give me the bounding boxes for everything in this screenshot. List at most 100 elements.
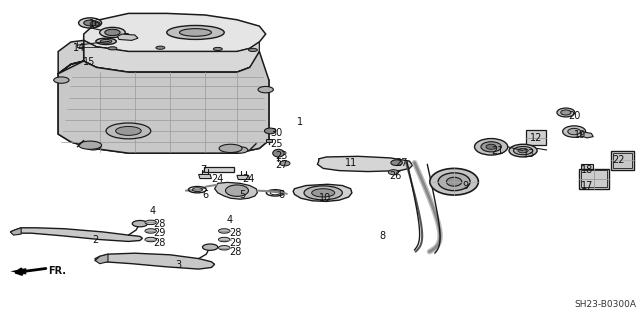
Text: 30: 30 bbox=[271, 129, 283, 138]
Text: 13: 13 bbox=[524, 149, 536, 159]
Ellipse shape bbox=[509, 144, 537, 157]
Text: 3: 3 bbox=[175, 260, 181, 270]
Ellipse shape bbox=[105, 29, 120, 36]
Polygon shape bbox=[10, 228, 143, 241]
Ellipse shape bbox=[79, 141, 102, 149]
Polygon shape bbox=[237, 175, 250, 180]
Ellipse shape bbox=[108, 47, 117, 50]
Bar bbox=[580, 170, 607, 188]
Ellipse shape bbox=[391, 160, 403, 166]
Bar bbox=[579, 169, 609, 189]
Ellipse shape bbox=[280, 161, 290, 166]
Ellipse shape bbox=[264, 128, 276, 134]
Text: 6: 6 bbox=[278, 190, 285, 200]
Text: 28: 28 bbox=[153, 219, 165, 229]
Ellipse shape bbox=[248, 48, 257, 51]
Text: 27: 27 bbox=[275, 160, 288, 170]
Text: 22: 22 bbox=[612, 155, 625, 165]
Ellipse shape bbox=[79, 18, 102, 28]
Ellipse shape bbox=[100, 27, 125, 38]
Ellipse shape bbox=[388, 170, 399, 175]
Ellipse shape bbox=[304, 186, 342, 200]
Text: 28: 28 bbox=[230, 247, 242, 257]
Text: 16: 16 bbox=[89, 19, 101, 29]
Ellipse shape bbox=[84, 20, 97, 26]
Text: 25: 25 bbox=[270, 139, 283, 149]
Text: 28: 28 bbox=[230, 228, 242, 238]
Ellipse shape bbox=[116, 126, 141, 135]
Ellipse shape bbox=[100, 40, 112, 43]
Text: 19: 19 bbox=[575, 130, 587, 140]
Ellipse shape bbox=[106, 123, 151, 139]
Text: 2: 2 bbox=[92, 234, 99, 245]
Polygon shape bbox=[580, 131, 593, 138]
Text: 27: 27 bbox=[396, 158, 408, 168]
Polygon shape bbox=[10, 228, 21, 235]
Text: 7: 7 bbox=[201, 165, 207, 175]
Ellipse shape bbox=[563, 126, 586, 137]
Ellipse shape bbox=[430, 168, 478, 195]
Polygon shape bbox=[84, 41, 259, 72]
Ellipse shape bbox=[156, 46, 165, 49]
Ellipse shape bbox=[132, 220, 148, 227]
Polygon shape bbox=[198, 174, 211, 179]
Ellipse shape bbox=[474, 138, 508, 155]
Ellipse shape bbox=[438, 173, 470, 191]
Ellipse shape bbox=[86, 144, 101, 150]
Ellipse shape bbox=[54, 77, 69, 83]
Text: 23: 23 bbox=[275, 151, 288, 161]
Ellipse shape bbox=[225, 185, 248, 196]
Bar bbox=[611, 151, 634, 170]
Polygon shape bbox=[293, 184, 352, 201]
Text: 20: 20 bbox=[568, 111, 580, 121]
Polygon shape bbox=[317, 156, 413, 172]
Ellipse shape bbox=[561, 110, 571, 115]
Ellipse shape bbox=[145, 229, 157, 233]
Ellipse shape bbox=[568, 128, 580, 135]
Ellipse shape bbox=[312, 189, 335, 197]
Polygon shape bbox=[266, 139, 272, 142]
Text: 12: 12 bbox=[530, 133, 542, 143]
Bar bbox=[613, 152, 632, 168]
Ellipse shape bbox=[167, 26, 224, 40]
Ellipse shape bbox=[145, 220, 157, 225]
Text: 29: 29 bbox=[230, 238, 242, 248]
Ellipse shape bbox=[145, 237, 157, 242]
Text: 26: 26 bbox=[389, 171, 401, 181]
Ellipse shape bbox=[232, 147, 248, 153]
Ellipse shape bbox=[481, 142, 501, 152]
Polygon shape bbox=[214, 182, 257, 199]
Text: 18: 18 bbox=[581, 165, 593, 175]
Polygon shape bbox=[58, 41, 269, 153]
Text: 8: 8 bbox=[380, 231, 386, 241]
Text: 6: 6 bbox=[202, 190, 208, 200]
Text: 9: 9 bbox=[463, 181, 468, 190]
Ellipse shape bbox=[96, 38, 116, 45]
Text: 4: 4 bbox=[150, 206, 156, 216]
Ellipse shape bbox=[486, 144, 496, 149]
Polygon shape bbox=[204, 167, 234, 172]
Ellipse shape bbox=[202, 244, 218, 250]
Ellipse shape bbox=[218, 246, 230, 250]
Ellipse shape bbox=[447, 177, 462, 186]
Ellipse shape bbox=[219, 144, 242, 152]
Text: 17: 17 bbox=[580, 181, 593, 190]
Polygon shape bbox=[95, 254, 108, 264]
Text: SH23-B0300A: SH23-B0300A bbox=[574, 300, 636, 309]
Text: 21: 21 bbox=[492, 145, 504, 156]
Polygon shape bbox=[84, 13, 266, 51]
Polygon shape bbox=[58, 51, 269, 153]
Text: 24: 24 bbox=[243, 174, 255, 183]
Bar bbox=[580, 164, 593, 175]
Ellipse shape bbox=[179, 29, 211, 36]
Ellipse shape bbox=[218, 237, 230, 242]
Polygon shape bbox=[95, 253, 214, 269]
Ellipse shape bbox=[218, 229, 230, 233]
Ellipse shape bbox=[213, 48, 222, 50]
Text: 5: 5 bbox=[239, 190, 245, 200]
Text: 15: 15 bbox=[83, 57, 95, 67]
Text: 1: 1 bbox=[296, 117, 303, 127]
Text: 11: 11 bbox=[344, 158, 356, 168]
Text: 29: 29 bbox=[153, 228, 165, 238]
Ellipse shape bbox=[258, 86, 273, 93]
